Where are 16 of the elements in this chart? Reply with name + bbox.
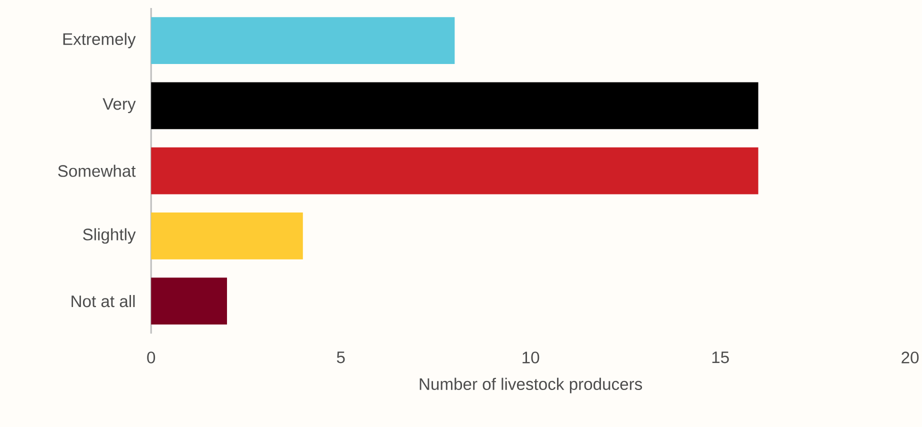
bar	[151, 82, 758, 129]
bar	[151, 278, 227, 324]
x-tick-label: 10	[522, 352, 540, 364]
bar	[151, 16, 455, 64]
y-tick-label: Extremely	[63, 32, 136, 48]
x-axis-title: Number of livestock producers	[420, 378, 642, 394]
bar	[151, 147, 758, 194]
y-tick-label: Somewhat	[58, 164, 136, 177]
x-tick-label: 0	[147, 352, 156, 364]
y-tick-label: Not at all	[72, 294, 135, 308]
y-tick-label: Slightly	[83, 228, 136, 244]
bar	[151, 212, 303, 260]
y-tick-label: Very	[102, 98, 136, 113]
x-tick-label: 20	[902, 352, 919, 364]
x-tick-label: 5	[336, 352, 345, 364]
x-tick-label: 15	[712, 352, 729, 364]
